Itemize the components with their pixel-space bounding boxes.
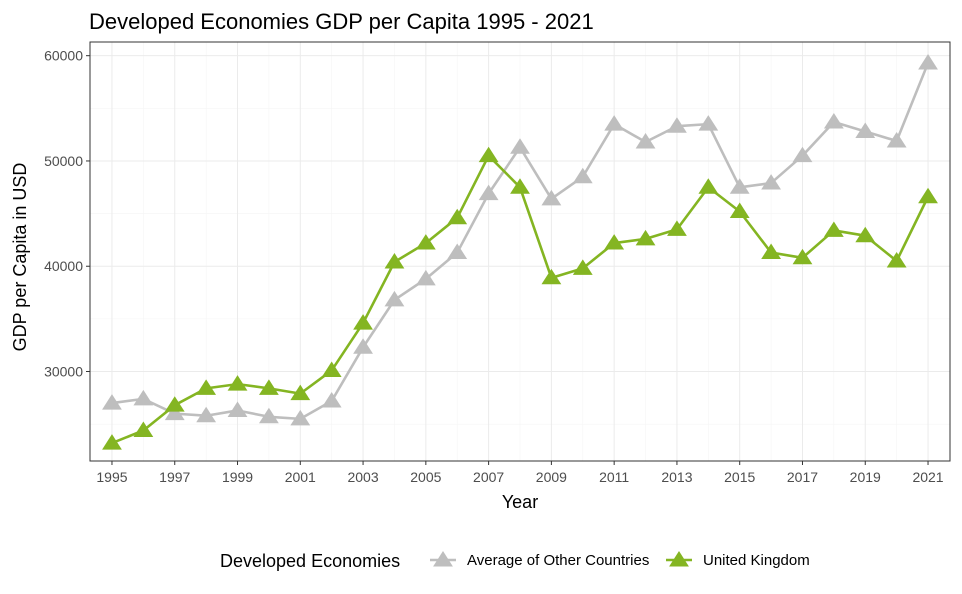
data-point-series-1 xyxy=(321,361,342,377)
data-point-series-0 xyxy=(823,113,844,129)
data-point-series-1 xyxy=(792,248,813,265)
data-point-series-0 xyxy=(384,290,405,307)
data-point-series-0 xyxy=(729,178,750,194)
x-tick-label: 1999 xyxy=(222,469,253,485)
y-tick-label: 30000 xyxy=(44,364,83,380)
x-tick-label: 2007 xyxy=(473,469,504,485)
grid-minor xyxy=(90,42,950,461)
data-point-series-1 xyxy=(761,243,781,260)
legend: Developed Economies Average of Other Cou… xyxy=(220,551,810,571)
data-point-series-0 xyxy=(792,146,813,163)
data-point-series-0 xyxy=(604,115,625,131)
plot-area xyxy=(89,41,951,462)
x-tick-label: 2005 xyxy=(410,469,441,485)
data-point-series-1 xyxy=(572,259,593,275)
data-point-series-0 xyxy=(227,401,248,417)
legend-items: Average of Other Countries United Kingdom xyxy=(430,551,810,569)
data-point-series-1 xyxy=(384,253,405,269)
data-point-series-0 xyxy=(259,407,279,424)
data-point-series-1 xyxy=(667,220,687,236)
y-tick-label: 40000 xyxy=(44,258,83,274)
x-tick-label: 2019 xyxy=(850,469,881,485)
data-point-series-1 xyxy=(415,234,436,250)
data-point-series-1 xyxy=(698,178,719,194)
data-point-series-1 xyxy=(541,268,562,285)
y-axis: 30000 40000 50000 60000 xyxy=(44,48,90,380)
data-point-series-0 xyxy=(886,131,907,148)
legend-key-marker xyxy=(433,551,453,567)
data-point-series-1 xyxy=(164,396,185,412)
x-tick-label: 2017 xyxy=(787,469,818,485)
data-point-series-0 xyxy=(761,174,781,190)
data-point-series-0 xyxy=(447,243,468,260)
data-point-series-1 xyxy=(353,314,373,330)
x-tick-label: 2011 xyxy=(599,469,629,485)
data-point-series-1 xyxy=(478,146,499,163)
x-tick-label: 2015 xyxy=(724,469,755,485)
x-tick-label: 1997 xyxy=(159,469,190,485)
y-tick-label: 60000 xyxy=(44,48,83,64)
legend-label: United Kingdom xyxy=(703,552,810,569)
series-markers xyxy=(102,54,938,450)
data-point-series-1 xyxy=(918,187,938,204)
x-tick-label: 2001 xyxy=(285,469,316,485)
legend-title: Developed Economies xyxy=(220,551,400,571)
data-point-series-0 xyxy=(133,389,154,406)
data-point-series-0 xyxy=(478,184,499,201)
data-point-series-0 xyxy=(855,122,876,138)
data-point-series-0 xyxy=(353,338,373,354)
x-tick-label: 1995 xyxy=(96,469,127,485)
legend-label: Average of Other Countries xyxy=(467,552,649,569)
x-tick-label: 2013 xyxy=(661,469,692,485)
data-point-series-1 xyxy=(447,208,468,225)
legend-key-marker xyxy=(669,551,689,567)
data-point-series-0 xyxy=(102,394,122,410)
data-point-series-1 xyxy=(290,384,311,401)
data-point-series-0 xyxy=(164,404,185,421)
data-point-series-0 xyxy=(510,138,530,154)
data-point-series-1 xyxy=(510,178,530,194)
data-point-series-1 xyxy=(196,379,217,395)
data-point-series-0 xyxy=(321,391,342,408)
data-point-series-1 xyxy=(823,221,844,237)
data-point-series-0 xyxy=(698,115,719,131)
data-point-series-1 xyxy=(227,375,248,391)
data-point-series-1 xyxy=(259,379,279,395)
x-tick-label: 2003 xyxy=(347,469,378,485)
data-point-series-1 xyxy=(102,434,122,450)
data-point-series-0 xyxy=(541,189,562,206)
x-tick-label: 2021 xyxy=(912,469,943,485)
data-point-series-0 xyxy=(290,409,311,426)
data-point-series-1 xyxy=(604,234,625,250)
x-tick-label: 2009 xyxy=(536,469,567,485)
x-axis-title: Year xyxy=(502,492,538,512)
data-point-series-0 xyxy=(635,133,656,149)
data-point-series-0 xyxy=(196,406,217,423)
data-point-series-1 xyxy=(133,421,154,437)
data-point-series-0 xyxy=(667,117,687,133)
chart-title: Developed Economies GDP per Capita 1995 … xyxy=(89,9,594,34)
data-point-series-0 xyxy=(572,167,593,184)
grid-major xyxy=(90,42,950,461)
y-axis-title: GDP per Capita in USD xyxy=(10,163,30,352)
data-point-series-1 xyxy=(729,202,750,218)
x-axis: 1995 1997 1999 2001 2003 2005 2007 2009 2011 2013… xyxy=(96,461,944,485)
panel-border xyxy=(89,41,951,462)
data-point-series-0 xyxy=(415,269,436,286)
data-point-series-1 xyxy=(855,226,876,243)
data-point-series-1 xyxy=(635,229,656,246)
y-tick-label: 50000 xyxy=(44,153,83,169)
data-point-series-1 xyxy=(886,251,907,268)
data-point-series-0 xyxy=(918,54,938,70)
